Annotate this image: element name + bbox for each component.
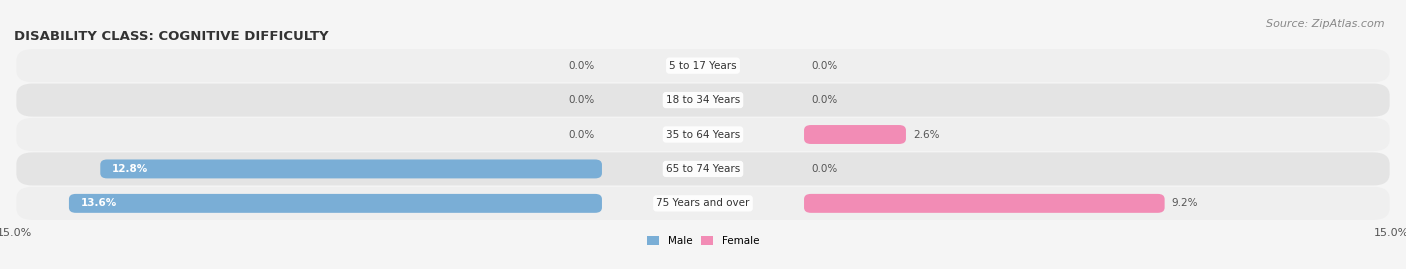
Text: 5 to 17 Years: 5 to 17 Years xyxy=(669,61,737,71)
Text: 0.0%: 0.0% xyxy=(569,95,595,105)
Legend: Male, Female: Male, Female xyxy=(647,236,759,246)
FancyBboxPatch shape xyxy=(804,194,1164,213)
Text: 0.0%: 0.0% xyxy=(811,164,837,174)
Text: 18 to 34 Years: 18 to 34 Years xyxy=(666,95,740,105)
FancyBboxPatch shape xyxy=(17,153,1389,185)
Text: 0.0%: 0.0% xyxy=(569,129,595,140)
Text: 0.0%: 0.0% xyxy=(811,61,837,71)
Text: 35 to 64 Years: 35 to 64 Years xyxy=(666,129,740,140)
Text: DISABILITY CLASS: COGNITIVE DIFFICULTY: DISABILITY CLASS: COGNITIVE DIFFICULTY xyxy=(14,30,329,43)
FancyBboxPatch shape xyxy=(69,194,602,213)
Text: 2.6%: 2.6% xyxy=(912,129,939,140)
Text: Source: ZipAtlas.com: Source: ZipAtlas.com xyxy=(1267,19,1385,29)
Text: 65 to 74 Years: 65 to 74 Years xyxy=(666,164,740,174)
FancyBboxPatch shape xyxy=(17,84,1389,116)
FancyBboxPatch shape xyxy=(804,125,905,144)
Text: 12.8%: 12.8% xyxy=(111,164,148,174)
Text: 9.2%: 9.2% xyxy=(1171,198,1198,208)
Text: 13.6%: 13.6% xyxy=(80,198,117,208)
FancyBboxPatch shape xyxy=(17,118,1389,151)
Text: 75 Years and over: 75 Years and over xyxy=(657,198,749,208)
Text: 0.0%: 0.0% xyxy=(811,95,837,105)
FancyBboxPatch shape xyxy=(17,187,1389,220)
Text: 0.0%: 0.0% xyxy=(569,61,595,71)
FancyBboxPatch shape xyxy=(17,49,1389,82)
FancyBboxPatch shape xyxy=(100,160,602,178)
